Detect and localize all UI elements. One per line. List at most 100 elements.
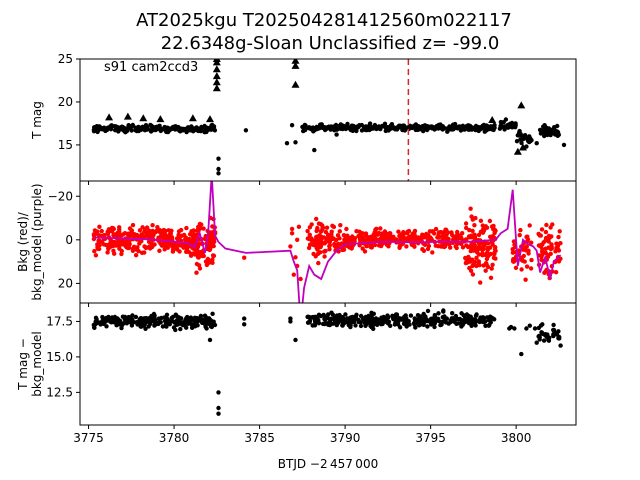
data-point xyxy=(364,244,369,249)
data-point xyxy=(424,317,429,323)
data-point xyxy=(483,323,488,328)
upper-limit-triangle xyxy=(518,143,527,151)
upper-limit-triangle xyxy=(212,78,221,86)
data-point xyxy=(105,231,111,236)
data-point xyxy=(425,324,430,329)
data-point xyxy=(558,343,563,348)
data-point xyxy=(478,218,484,223)
data-point xyxy=(195,228,200,233)
data-point xyxy=(402,314,407,320)
data-point xyxy=(481,319,487,325)
data-point xyxy=(137,228,143,233)
data-point xyxy=(552,332,557,337)
data-point xyxy=(469,214,474,219)
data-point xyxy=(101,233,106,238)
data-point xyxy=(100,314,105,320)
data-point xyxy=(358,230,364,236)
data-point xyxy=(487,126,492,131)
y-axis-label: T mag xyxy=(30,101,44,140)
data-point xyxy=(453,244,458,249)
data-point xyxy=(325,239,331,244)
data-point xyxy=(117,246,122,251)
data-point xyxy=(469,125,474,130)
panel-3: 12.5 15.0 17.5 T mag − bkg_model 3775 3780 3785… xyxy=(16,302,577,445)
upper-limit-triangle xyxy=(513,147,522,155)
data-point xyxy=(93,321,98,327)
data-point xyxy=(396,123,402,128)
data-point xyxy=(438,230,443,235)
data-point xyxy=(485,264,491,270)
data-point xyxy=(318,222,324,227)
data-point xyxy=(126,231,131,236)
data-point xyxy=(468,206,473,211)
data-point xyxy=(465,255,471,260)
x-tick-label: 3800 xyxy=(501,431,532,445)
data-point xyxy=(543,131,549,136)
data-point xyxy=(313,237,319,243)
data-point xyxy=(155,126,160,132)
data-point xyxy=(124,128,130,134)
data-point xyxy=(430,250,435,255)
data-point xyxy=(164,320,169,325)
data-point xyxy=(477,318,482,324)
data-point xyxy=(414,124,419,129)
data-point xyxy=(489,224,495,229)
data-point xyxy=(538,323,544,328)
data-point xyxy=(141,322,146,327)
data-point xyxy=(163,241,168,246)
data-point xyxy=(296,224,302,229)
data-point xyxy=(397,245,402,250)
data-point xyxy=(401,123,406,128)
data-point xyxy=(156,235,161,240)
data-point xyxy=(170,125,175,131)
data-point xyxy=(307,242,313,247)
data-point xyxy=(93,253,99,258)
data-point xyxy=(126,124,131,129)
upper-limit-triangle xyxy=(212,59,221,62)
data-point xyxy=(106,246,111,251)
data-point xyxy=(284,141,290,146)
data-point xyxy=(364,319,370,324)
data-point xyxy=(353,314,358,319)
data-point xyxy=(313,320,318,325)
data-point xyxy=(327,247,332,252)
upper-limit-triangle xyxy=(205,115,214,123)
data-point xyxy=(242,322,247,327)
data-point xyxy=(375,317,381,322)
data-point xyxy=(165,244,170,249)
data-point xyxy=(243,128,249,133)
y-axis-label: Bkg (red)/ xyxy=(16,211,30,272)
data-point xyxy=(305,236,310,241)
data-point xyxy=(474,312,479,317)
data-point xyxy=(538,131,544,136)
panel-2: −20 0 20 Bkg (red)/bkg_model (purple) xyxy=(16,180,577,307)
data-point xyxy=(369,310,374,315)
data-point xyxy=(114,316,120,321)
data-point xyxy=(501,120,506,125)
data-point xyxy=(482,227,487,232)
data-point xyxy=(350,234,355,239)
data-point xyxy=(149,241,154,246)
data-point xyxy=(430,229,436,234)
data-point xyxy=(468,268,474,273)
data-point xyxy=(467,227,472,233)
data-point xyxy=(145,231,151,236)
data-point xyxy=(207,337,213,343)
data-point xyxy=(544,126,549,132)
upper-limit-triangle xyxy=(291,61,300,69)
data-point xyxy=(184,321,190,326)
data-point xyxy=(242,255,247,260)
data-point xyxy=(470,272,476,277)
data-point xyxy=(519,267,524,272)
data-point xyxy=(555,129,560,134)
data-point xyxy=(206,321,212,326)
data-point xyxy=(392,316,398,322)
data-point xyxy=(469,322,474,327)
data-point xyxy=(334,132,339,137)
data-point xyxy=(450,311,455,316)
data-point xyxy=(315,316,320,321)
data-point xyxy=(522,259,527,264)
upper-limit-triangle xyxy=(291,59,300,64)
